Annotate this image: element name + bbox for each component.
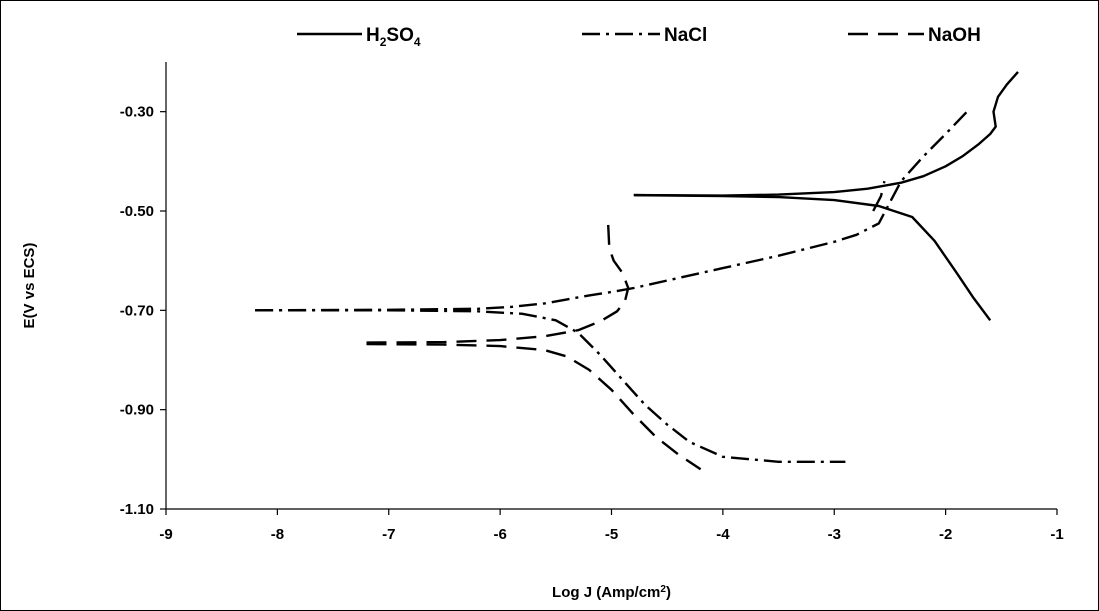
x-tick-label: -3 (828, 526, 841, 543)
series-solid (633, 71, 1019, 322)
legend-label-h2so4: H2SO4 (366, 25, 421, 49)
legend-label-naoh: NaOH (928, 25, 981, 46)
x-axis-title: Log J (Amp/cm2) (552, 584, 671, 602)
series-line (872, 180, 886, 212)
series-line (255, 109, 969, 312)
y-axis-title: E(V vs ECS) (21, 243, 38, 329)
legend: H2SO4 NaCl NaOH (297, 25, 981, 49)
y-tick-label: -1.10 (120, 501, 154, 518)
series-layer (255, 71, 1019, 471)
series-line (366, 342, 702, 471)
legend-entry-nacl: NaCl (582, 25, 707, 46)
legend-entry-h2so4: H2SO4 (297, 25, 421, 49)
x-axis-title-end: ) (666, 584, 671, 601)
y-tick-label: -0.90 (120, 402, 154, 419)
legend-label-nacl: NaCl (664, 25, 707, 46)
series-line (255, 309, 846, 463)
x-tick-label: -5 (605, 526, 618, 543)
x-tick-label: -7 (382, 526, 395, 543)
x-tick-label: -9 (159, 526, 172, 543)
series-dashdot (255, 109, 969, 463)
y-tick-label: -0.70 (120, 302, 154, 319)
ticks (160, 111, 1058, 515)
series-dashed (366, 180, 886, 471)
x-tick-label: -6 (493, 526, 506, 543)
axes (165, 62, 1057, 510)
x-tick-label: -1 (1050, 526, 1063, 543)
x-axis-title-sup: 2 (660, 584, 666, 595)
series-line (366, 224, 630, 344)
y-tick-label: -0.50 (120, 203, 154, 220)
series-line (633, 71, 1019, 197)
series-line (633, 193, 992, 322)
x-tick-label: -8 (271, 526, 284, 543)
x-tick-label: -2 (939, 526, 952, 543)
legend-entry-naoh: NaOH (848, 25, 981, 46)
y-tick-label: -0.30 (120, 104, 154, 121)
x-axis-title-main: Log J (Amp/cm (552, 584, 660, 601)
tick-labels: -9 -8 -7 -6 -5 -4 -3 -2 -1 -1.10 -0.90 -0.70 -0.50 -0… (120, 104, 1064, 543)
x-tick-label: -4 (716, 526, 730, 543)
